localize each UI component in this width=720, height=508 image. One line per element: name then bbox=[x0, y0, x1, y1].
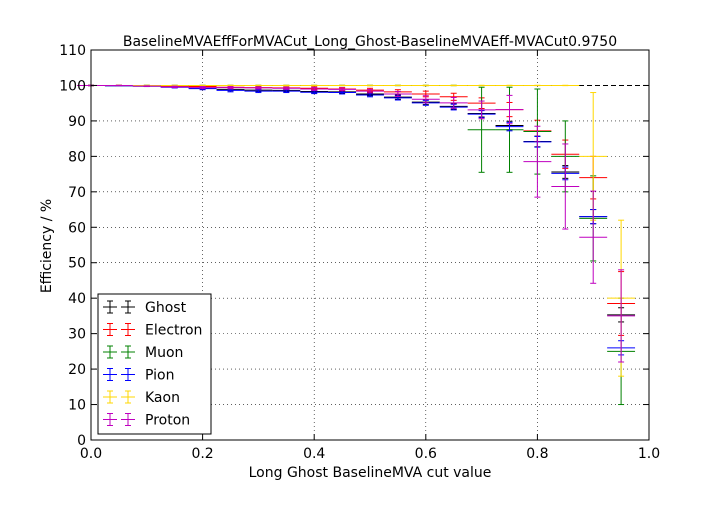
legend-label: Kaon bbox=[145, 390, 180, 406]
y-tick-label: 10 bbox=[68, 398, 86, 414]
y-tick-label: 60 bbox=[68, 220, 86, 236]
legend-label: Electron bbox=[145, 323, 202, 339]
data-point bbox=[496, 95, 524, 123]
legend: Ghost Electron Muon Pion Kaon Proton bbox=[98, 294, 211, 434]
data-point bbox=[579, 191, 607, 283]
data-point bbox=[133, 86, 161, 87]
chart-title: BaselineMVAEffForMVACut_Long_Ghost-Basel… bbox=[123, 34, 617, 50]
y-tick-label: 80 bbox=[68, 149, 86, 165]
x-tick-label: 1.0 bbox=[638, 446, 660, 462]
data-point bbox=[523, 126, 551, 197]
legend-label: Ghost bbox=[145, 300, 187, 316]
x-tick-label: 0.2 bbox=[191, 446, 213, 462]
legend-label: Muon bbox=[145, 345, 183, 361]
y-tick-label: 110 bbox=[59, 43, 86, 59]
x-tick-label: 0.8 bbox=[526, 446, 548, 462]
y-tick-label: 30 bbox=[68, 327, 86, 343]
y-tick-label: 20 bbox=[68, 362, 86, 378]
y-axis-label: Efficiency / % bbox=[39, 199, 55, 293]
data-point bbox=[468, 101, 496, 119]
legend-label: Pion bbox=[145, 368, 174, 384]
y-tick-label: 50 bbox=[68, 256, 86, 272]
x-tick-label: 0.6 bbox=[415, 446, 437, 462]
y-tick-label: 70 bbox=[68, 185, 86, 201]
data-point bbox=[328, 88, 356, 91]
y-tick-label: 0 bbox=[77, 433, 86, 449]
data-point bbox=[468, 87, 496, 172]
y-tick-label: 100 bbox=[59, 78, 86, 94]
x-axis-label: Long Ghost BaselineMVA cut value bbox=[249, 465, 492, 481]
data-point bbox=[161, 86, 189, 87]
legend-label: Proton bbox=[145, 413, 190, 429]
y-tick-label: 90 bbox=[68, 114, 86, 130]
x-tick-label: 0.4 bbox=[303, 446, 325, 462]
y-tick-label: 40 bbox=[68, 291, 86, 307]
